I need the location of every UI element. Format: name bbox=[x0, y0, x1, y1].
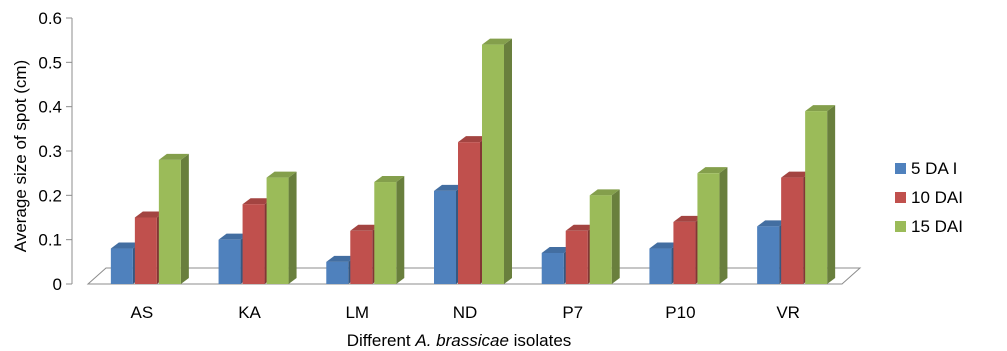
legend-item: 10 DAI bbox=[895, 188, 963, 207]
labels: 0 0.1 0.2 0.3 0.4 0.5 0.6 AS KA LM ND P7 P10 VR bbox=[38, 9, 800, 322]
bar-top-face bbox=[434, 184, 464, 191]
bar-side-face bbox=[504, 38, 512, 284]
bar-side-face bbox=[288, 171, 297, 284]
bar-top-face bbox=[158, 153, 189, 160]
bar-top-face bbox=[757, 220, 788, 227]
x-tick-label: VR bbox=[776, 303, 800, 322]
bar-top-face bbox=[482, 38, 512, 45]
bar-P10-2 bbox=[697, 167, 728, 284]
bars bbox=[110, 38, 836, 284]
x-tick-label: LM bbox=[345, 303, 369, 322]
bar-side-face bbox=[611, 189, 620, 284]
bar-front-face bbox=[350, 230, 373, 284]
legend-swatch bbox=[895, 221, 906, 232]
y-tick-label: 0 bbox=[53, 275, 62, 294]
y-axis-title: Average size of spot (cm) bbox=[11, 60, 30, 252]
x-tick-label: KA bbox=[238, 303, 261, 322]
x-tick-label: AS bbox=[131, 303, 154, 322]
bar-front-face bbox=[242, 204, 265, 284]
bar-front-face bbox=[158, 159, 181, 284]
bar-LM-2 bbox=[374, 176, 405, 284]
y-tick-label: 0.6 bbox=[38, 9, 62, 28]
bar-front-face bbox=[266, 177, 289, 284]
y-tick-label: 0.4 bbox=[38, 98, 62, 117]
bar-front-face bbox=[326, 261, 349, 284]
legend-swatch bbox=[895, 163, 906, 174]
bar-top-face bbox=[110, 242, 141, 249]
bar-top-face bbox=[673, 215, 704, 222]
legend-swatch bbox=[895, 192, 906, 203]
bar-top-face bbox=[458, 136, 488, 143]
bar-AS-2 bbox=[158, 153, 189, 284]
bar-side-face bbox=[827, 105, 836, 284]
bar-front-face bbox=[697, 173, 720, 284]
bar-front-face bbox=[781, 177, 804, 284]
bar-P7-2 bbox=[589, 189, 620, 284]
bar-front-face bbox=[134, 217, 157, 284]
legend-label: 10 DAI bbox=[911, 188, 963, 207]
x-tick-label: P10 bbox=[665, 303, 695, 322]
bar-top-face bbox=[326, 255, 357, 262]
x-tick-label: ND bbox=[453, 303, 478, 322]
bar-front-face bbox=[757, 226, 780, 284]
bar-top-face bbox=[374, 176, 405, 183]
legend-label: 15 DAI bbox=[911, 217, 963, 236]
bar-front-face bbox=[541, 252, 564, 284]
bar-top-face bbox=[781, 171, 812, 178]
bar-top-face bbox=[266, 171, 297, 178]
bar-top-face bbox=[242, 198, 273, 205]
bar-top-face bbox=[649, 242, 680, 249]
bar-KA-2 bbox=[266, 171, 297, 284]
bar-top-face bbox=[697, 167, 728, 174]
bar-front-face bbox=[218, 239, 241, 284]
x-axis-title: Different A. brassicae isolates bbox=[347, 331, 572, 350]
bar-front-face bbox=[565, 230, 588, 284]
legend-item: 5 DA I bbox=[895, 159, 957, 178]
x-axis-title-suffix: isolates bbox=[509, 331, 571, 350]
legend: 5 DA I 10 DAI 15 DAI bbox=[895, 159, 963, 236]
y-tick-label: 0.5 bbox=[38, 53, 62, 72]
bar-top-face bbox=[805, 105, 836, 112]
bar-side-face bbox=[180, 153, 189, 284]
bar-front-face bbox=[805, 111, 828, 284]
bar-side-face bbox=[396, 176, 405, 284]
bar-front-face bbox=[482, 44, 504, 284]
legend-item: 15 DAI bbox=[895, 217, 963, 236]
bar-front-face bbox=[458, 142, 480, 284]
x-axis-title-prefix: Different bbox=[347, 331, 416, 350]
bar-top-face bbox=[218, 233, 249, 240]
bar-top-face bbox=[350, 224, 381, 231]
bar-top-face bbox=[541, 246, 572, 253]
bar-front-face bbox=[649, 248, 672, 284]
bar-front-face bbox=[589, 195, 612, 284]
x-axis-title-italic: A. brassicae bbox=[414, 331, 509, 350]
bar-front-face bbox=[374, 182, 397, 284]
bar-front-face bbox=[434, 190, 456, 284]
bar-top-face bbox=[134, 211, 165, 218]
y-tick-label: 0.3 bbox=[38, 142, 62, 161]
bar-top-face bbox=[565, 224, 596, 231]
bar-front-face bbox=[673, 221, 696, 284]
legend-label: 5 DA I bbox=[911, 159, 957, 178]
y-tick-label: 0.2 bbox=[38, 186, 62, 205]
bar-side-face bbox=[719, 167, 728, 284]
bar-front-face bbox=[110, 248, 133, 284]
y-tick-label: 0.1 bbox=[38, 231, 62, 250]
x-tick-label: P7 bbox=[562, 303, 583, 322]
bar-VR-2 bbox=[805, 105, 836, 284]
bar-ND-2 bbox=[482, 38, 512, 284]
bar-top-face bbox=[589, 189, 620, 196]
